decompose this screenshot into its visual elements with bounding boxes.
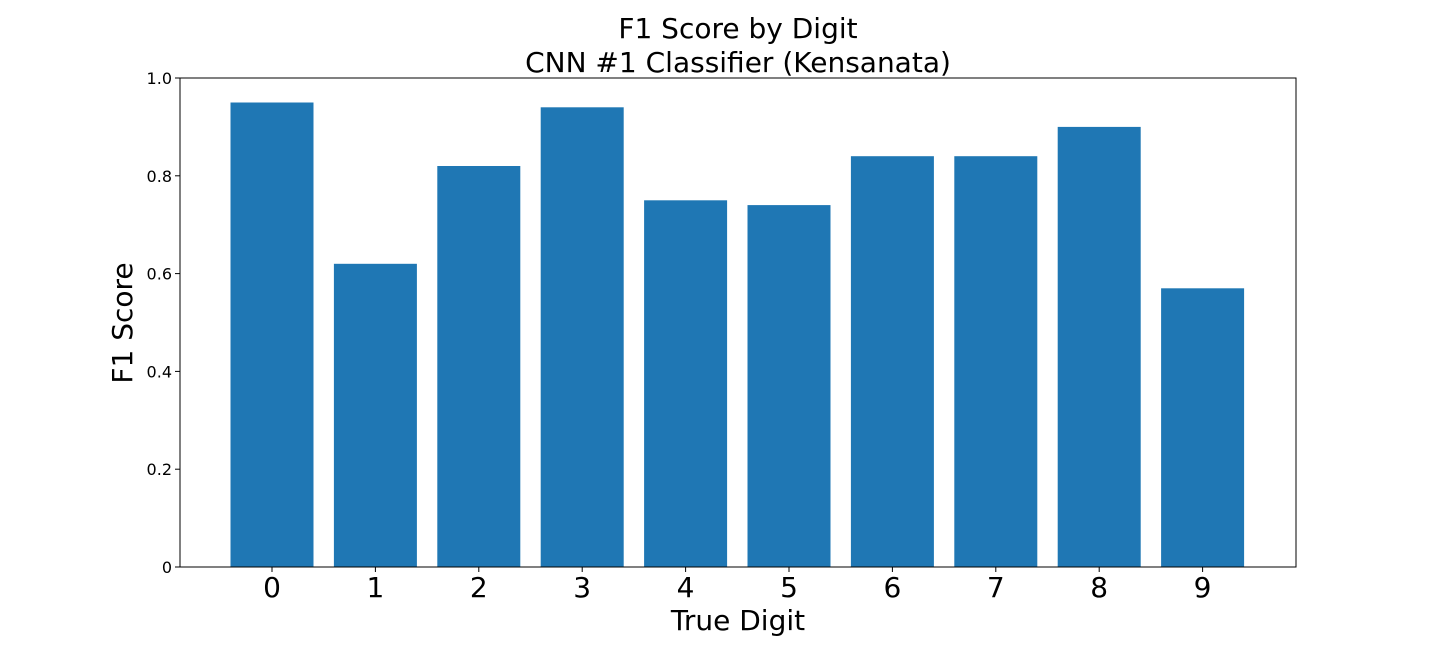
bar-1 <box>333 263 417 567</box>
bar-7 <box>954 156 1038 567</box>
y-axis-ticks: 0 0.2 0.4 0.6 0.8 1.0 <box>147 69 180 577</box>
y-tick-label: 0.8 <box>147 167 172 186</box>
bar-8 <box>1057 126 1141 568</box>
x-tick-label: 7 <box>987 571 1005 604</box>
x-tick-label: 2 <box>470 571 488 604</box>
bar-3 <box>540 107 624 568</box>
bar-2 <box>437 166 521 567</box>
y-tick-label: 0.6 <box>147 265 172 284</box>
y-tick-label: 0 <box>162 558 172 577</box>
x-tick-label: 3 <box>573 571 591 604</box>
bar-5 <box>747 205 831 567</box>
x-tick-label: 9 <box>1194 571 1212 604</box>
x-tick-label: 4 <box>677 571 695 604</box>
y-tick-label: 0.4 <box>147 362 172 381</box>
chart-title: F1 Score by Digit <box>618 12 857 45</box>
x-axis-ticks: 0 1 2 3 4 5 6 7 8 9 <box>263 567 1212 604</box>
y-tick-label: 1.0 <box>147 69 172 88</box>
x-tick-label: 1 <box>366 571 384 604</box>
x-axis-label: True Digit <box>670 604 805 637</box>
bar-6 <box>850 156 934 567</box>
x-tick-label: 5 <box>780 571 798 604</box>
bar-4 <box>644 200 728 568</box>
x-tick-label: 0 <box>263 571 281 604</box>
y-axis-label: F1 Score <box>106 262 139 383</box>
bar-9 <box>1161 288 1245 567</box>
chart-subtitle: CNN #1 Classifier (Kensanata) <box>525 46 951 79</box>
x-tick-label: 6 <box>883 571 901 604</box>
y-tick-label: 0.2 <box>147 460 172 479</box>
bar-0 <box>230 102 314 567</box>
x-tick-label: 8 <box>1090 571 1108 604</box>
plot-frame <box>179 77 1297 568</box>
bars-group <box>230 102 1245 568</box>
